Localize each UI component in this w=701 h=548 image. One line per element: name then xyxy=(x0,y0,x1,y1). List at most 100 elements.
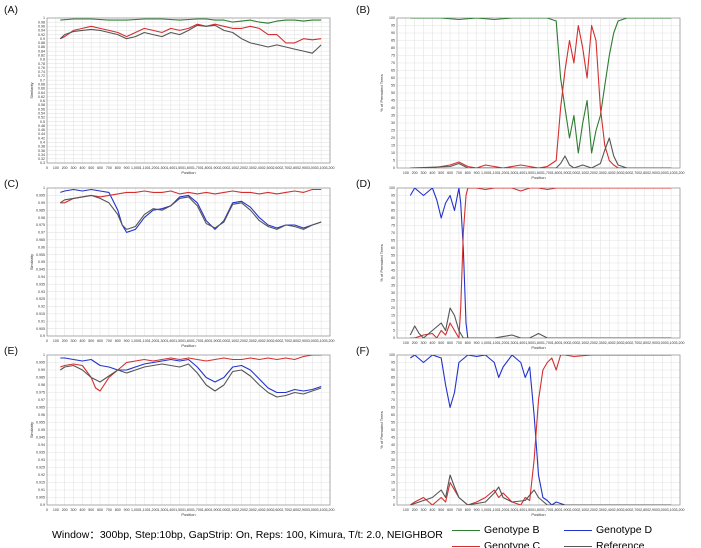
x-tick-label: 2,200 xyxy=(237,508,246,512)
x-tick-label: 1,000 xyxy=(131,508,140,512)
x-tick-label: 200 xyxy=(62,166,68,170)
y-tick-label: 85 xyxy=(391,209,395,213)
x-tick-label: 2,400 xyxy=(605,171,614,175)
x-tick-label: 2,500 xyxy=(614,508,623,512)
x-tick-label: 0 xyxy=(46,508,48,512)
y-tick-label: 0.9 xyxy=(40,37,45,41)
x-tick-label: 3,000 xyxy=(308,166,317,170)
y-tick-label: 80 xyxy=(391,216,395,220)
x-tick-label: 1,000 xyxy=(481,508,490,512)
x-tick-label: 3,000 xyxy=(308,508,317,512)
legend-swatch-genotype-b xyxy=(452,530,480,531)
x-tick-label: 1,400 xyxy=(516,171,525,175)
y-tick-label: 50 xyxy=(391,91,395,95)
y-tick-label: 0.97 xyxy=(38,231,45,235)
x-tick-label: 1,300 xyxy=(507,171,516,175)
x-tick-label: 2,600 xyxy=(272,166,281,170)
y-tick-label: 0.38 xyxy=(38,145,45,149)
x-tick-label: 2,100 xyxy=(228,508,237,512)
y-tick-label: 0.98 xyxy=(38,20,45,24)
y-tick-label: 0.925 xyxy=(36,466,45,470)
x-tick-label: 1,100 xyxy=(490,341,499,345)
y-tick-label: 25 xyxy=(391,466,395,470)
x-tick-label: 500 xyxy=(88,508,94,512)
y-axis-title: Similarity xyxy=(29,82,34,98)
y-tick-label: 1 xyxy=(43,16,45,20)
x-tick-label: 2,500 xyxy=(264,339,273,343)
x-tick-label: 1,400 xyxy=(516,508,525,512)
x-axis-title: Position xyxy=(181,343,195,348)
x-tick-label: 3,100 xyxy=(317,339,326,343)
x-tick-label: 900 xyxy=(474,341,480,345)
x-tick-label: 2,500 xyxy=(614,171,623,175)
legend-label-genotype-d: Genotype D xyxy=(596,524,652,536)
x-tick-label: 200 xyxy=(412,508,418,512)
x-tick-label: 1,100 xyxy=(490,508,499,512)
x-tick-label: 2,000 xyxy=(569,171,578,175)
y-tick-label: 0.88 xyxy=(38,41,45,45)
x-tick-label: 1,200 xyxy=(149,508,158,512)
y-tick-label: 0.985 xyxy=(36,376,45,380)
y-tick-label: 85 xyxy=(391,39,395,43)
x-tick-label: 800 xyxy=(465,508,471,512)
x-tick-label: 400 xyxy=(429,341,435,345)
x-tick-label: 2,600 xyxy=(272,508,281,512)
x-tick-label: 2,800 xyxy=(640,508,649,512)
chart-panel-b: (B) 0 5 10 15 20 25 30 35 40 45 50 55 60 65 70 75 80 85 90 9… xyxy=(356,4,685,180)
chart-panel-f: (F)0510152025303540455055606570758085909… xyxy=(356,345,685,517)
y-axis-title: % of Permuted Trees xyxy=(379,244,384,282)
x-tick-label: 1,400 xyxy=(166,339,175,343)
y-tick-label: 0.96 xyxy=(38,413,45,417)
x-tick-label: 600 xyxy=(97,508,103,512)
y-tick-label: 0.5 xyxy=(40,120,45,124)
x-tick-label: 1,300 xyxy=(507,508,516,512)
x-tick-label: 500 xyxy=(438,341,444,345)
y-tick-label: 0.9 xyxy=(40,334,45,338)
chart-panel-a: (A)0.30.320.340.360.380.40.420.440.460.4… xyxy=(4,4,335,175)
x-tick-label: 1,900 xyxy=(561,341,570,345)
x-tick-label: 500 xyxy=(88,166,94,170)
x-tick-label: 3,100 xyxy=(667,171,676,175)
y-tick-label: 15 xyxy=(391,314,395,318)
panel-label: (D) xyxy=(356,178,371,190)
y-tick-label: 85 xyxy=(391,376,395,380)
legend-label-reference: Reference xyxy=(596,540,644,548)
x-tick-label: 2,900 xyxy=(649,341,658,345)
x-tick-label: 300 xyxy=(71,339,77,343)
y-axis-title: % of Permuted Trees xyxy=(379,411,384,449)
x-tick-label: 400 xyxy=(429,508,435,512)
x-tick-label: 2,200 xyxy=(587,341,596,345)
y-tick-label: 0.82 xyxy=(38,53,45,57)
y-tick-label: 10 xyxy=(391,488,395,492)
y-tick-label: 80 xyxy=(391,383,395,387)
y-tick-label: 30 xyxy=(391,458,395,462)
y-tick-label: 0.32 xyxy=(38,157,45,161)
x-tick-label: 1,000 xyxy=(481,341,490,345)
y-tick-label: 0.93 xyxy=(38,290,45,294)
x-tick-label: 2,400 xyxy=(255,508,264,512)
parameters-caption: Window：300bp, Step:10bp, GapStrip: On, R… xyxy=(52,527,443,542)
series-line-genotype-c xyxy=(60,355,321,391)
x-tick-label: 0 xyxy=(46,339,48,343)
x-tick-label: 2,400 xyxy=(605,508,614,512)
x-tick-label: 200 xyxy=(412,171,418,175)
x-tick-label: 2,300 xyxy=(246,339,255,343)
x-tick-label: 2,100 xyxy=(228,339,237,343)
y-tick-label: 0.3 xyxy=(40,161,45,165)
x-tick-label: 100 xyxy=(53,166,59,170)
y-tick-label: 0.74 xyxy=(38,70,45,74)
chart-panel-c: (C)0.90.9050.910.9150.920.9250.930.9350.… xyxy=(4,178,335,348)
x-tick-label: 2,500 xyxy=(264,508,273,512)
y-tick-label: 1 xyxy=(43,186,45,190)
x-axis-title: Position xyxy=(531,175,545,180)
y-tick-label: 5 xyxy=(393,496,395,500)
y-tick-label: 70 xyxy=(391,231,395,235)
x-tick-label: 700 xyxy=(106,508,112,512)
y-tick-label: 0.42 xyxy=(38,136,45,140)
x-tick-label: 800 xyxy=(115,166,121,170)
x-tick-label: 3,200 xyxy=(326,339,335,343)
y-tick-label: 0.91 xyxy=(38,319,45,323)
x-tick-label: 2,000 xyxy=(219,508,228,512)
y-tick-label: 0.915 xyxy=(36,481,45,485)
x-tick-label: 600 xyxy=(447,171,453,175)
